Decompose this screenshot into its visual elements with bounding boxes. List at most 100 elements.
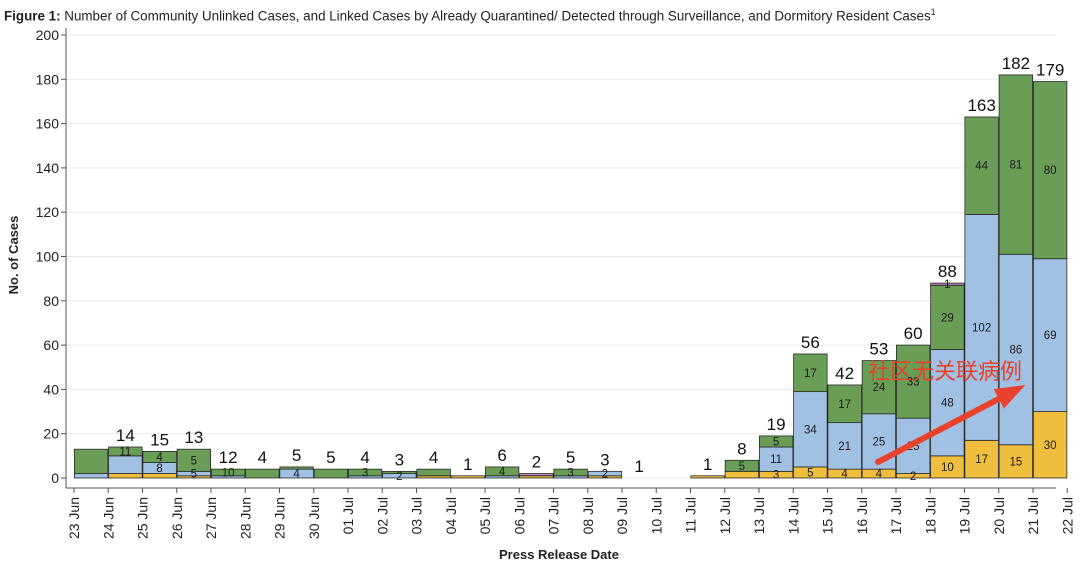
total-label: 5 (326, 448, 335, 467)
bar-segment (793, 353, 828, 393)
segment-label: 5 (739, 461, 745, 473)
segment-label: 2 (602, 469, 608, 481)
x-tick-label: 06 Jul (511, 497, 527, 534)
bar-segment (827, 384, 862, 424)
y-tick-label: 0 (51, 470, 59, 486)
bar-segment (142, 451, 177, 463)
segment-label: 10 (222, 467, 235, 479)
bar-segment (73, 473, 109, 479)
segment-label: 4 (876, 469, 883, 481)
x-tick-label: 23 Jun (66, 497, 82, 539)
segment-label: 17 (838, 399, 851, 411)
bar-segment (313, 468, 349, 479)
annotation-arrow-shaft (875, 395, 1002, 465)
segment-label: 3 (773, 470, 779, 482)
total-label: 14 (116, 426, 135, 445)
segment-label: 11 (119, 446, 131, 458)
x-tick-label: 10 Jul (648, 497, 664, 534)
total-label: 53 (869, 340, 888, 359)
bar-segment (964, 116, 999, 215)
bar-segment (1032, 258, 1068, 412)
segment-label: 8 (156, 463, 162, 475)
bar-segment (382, 470, 417, 474)
x-tick-label: 18 Jul (922, 497, 938, 534)
bar-segment (998, 253, 1034, 446)
x-tick-label: 08 Jul (580, 497, 596, 534)
x-tick-label: 30 Jun (306, 497, 322, 539)
segment-label: 15 (1009, 456, 1022, 468)
bar-segment (690, 475, 725, 479)
annotation-text: 社区无关联病例 (868, 359, 1022, 384)
total-label: 12 (219, 448, 238, 467)
y-tick-label: 180 (36, 71, 60, 87)
bars (73, 74, 1068, 479)
total-label: 42 (835, 364, 854, 383)
y-axis-title: No. of Cases (6, 216, 21, 295)
x-tick-label: 11 Jul (683, 497, 699, 533)
total-label: 3 (600, 450, 609, 469)
x-tick-label: 21 Jul (1025, 497, 1041, 534)
x-axis-title: Press Release Date (499, 547, 619, 562)
x-tick-label: 29 Jun (272, 497, 288, 539)
x-tick-label: 09 Jul (614, 497, 630, 534)
segment-label: 4 (499, 466, 506, 478)
segment-label: 44 (975, 161, 988, 173)
x-tick-label: 28 Jun (237, 497, 253, 539)
segment-label: 33 (907, 377, 920, 389)
x-tick-label: 02 Jul (374, 497, 390, 534)
x-tick-label: 27 Jun (203, 497, 219, 539)
segment-label: 80 (1044, 165, 1057, 177)
bar-segment (108, 473, 143, 479)
bar-segment (553, 468, 588, 477)
bar-segment (176, 448, 212, 472)
x-tick-label: 19 Jul (957, 497, 973, 534)
bar-segment (1032, 411, 1068, 479)
x-tick-label: 26 Jun (169, 497, 185, 539)
segment-label: 30 (1044, 440, 1057, 452)
segment-label: 17 (804, 368, 817, 380)
total-label: 5 (292, 446, 301, 465)
x-tick-label: 05 Jul (477, 497, 493, 534)
segment-label: 5 (807, 467, 813, 479)
chart-title-text: Number of Community Unlinked Cases, and … (64, 8, 931, 24)
y-tick-label: 40 (43, 381, 59, 397)
bar-segment (73, 448, 109, 474)
bar-segment (519, 473, 554, 477)
segment-label: 17 (975, 454, 988, 466)
x-tick-label: 03 Jul (409, 497, 425, 534)
segment-label: 5 (191, 455, 197, 467)
bar-segment (279, 466, 314, 470)
segment-label: 24 (872, 382, 885, 394)
y-tick-label: 20 (43, 426, 59, 442)
y-tick-label: 100 (36, 249, 60, 265)
x-tick-label: 17 Jul (888, 497, 904, 534)
segment-label: 10 (941, 462, 954, 474)
chart-title-footnote: 1 (930, 7, 936, 17)
segment-label: 2 (396, 471, 402, 483)
total-label: 1 (463, 455, 472, 474)
total-label: 1 (634, 457, 643, 476)
chart-title: Figure 1: Number of Community Unlinked C… (4, 7, 936, 23)
y-tick-label: 160 (36, 116, 60, 132)
x-tick-label: 07 Jul (546, 497, 562, 534)
total-label: 3 (395, 450, 404, 469)
x-tick-label: 04 Jul (443, 497, 459, 534)
segment-label: 2 (910, 471, 916, 483)
segment-label: 1 (944, 279, 950, 291)
total-label: 1 (703, 455, 712, 474)
bar-segment (998, 444, 1034, 479)
segment-label: 5 (191, 469, 197, 481)
total-label: 88 (938, 262, 957, 281)
total-label: 4 (258, 448, 267, 467)
y-tick-label: 200 (36, 27, 60, 43)
bar-segment (861, 360, 897, 415)
bar-segment (347, 468, 383, 477)
y-tick-label: 80 (43, 293, 59, 309)
x-tick-label: 25 Jun (135, 497, 151, 539)
segment-label: 4 (841, 469, 848, 481)
bar-segment (484, 466, 520, 477)
annotation: 社区无关联病例 (868, 359, 1026, 465)
x-tick-label: 01 Jul (340, 497, 356, 534)
x-tick-label: 12 Jul (717, 497, 733, 534)
